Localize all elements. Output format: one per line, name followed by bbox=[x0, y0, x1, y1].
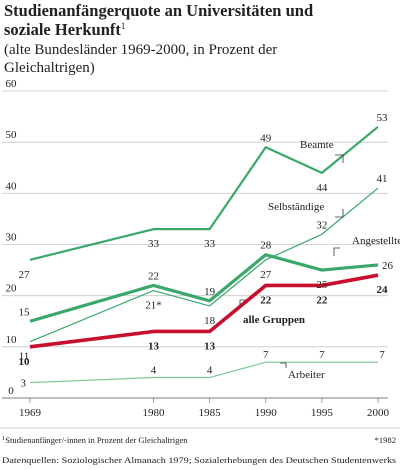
value-label: 13 bbox=[148, 340, 160, 352]
value-label: 33 bbox=[204, 238, 216, 250]
series-label: Arbeiter bbox=[288, 369, 325, 381]
y-tick-label: 10 bbox=[6, 334, 18, 346]
series-line bbox=[29, 253, 379, 323]
value-label: 7 bbox=[263, 349, 269, 361]
label-bracket bbox=[239, 299, 246, 306]
value-label: 22 bbox=[148, 270, 159, 282]
value-label: 22 bbox=[260, 294, 272, 306]
x-tick-label: 1969 bbox=[19, 407, 42, 419]
series-line bbox=[29, 273, 379, 349]
series-label: Angestellte bbox=[352, 235, 400, 247]
value-label: 32 bbox=[316, 219, 327, 231]
y-tick-label: 30 bbox=[6, 232, 18, 244]
value-label: 13 bbox=[204, 340, 216, 352]
label-bracket bbox=[335, 209, 344, 218]
value-label: 3 bbox=[21, 378, 27, 390]
y-tick-label: 40 bbox=[6, 180, 18, 192]
footnote-mark: 1 bbox=[2, 435, 5, 442]
value-label: 26 bbox=[382, 260, 394, 272]
value-label: 28 bbox=[260, 240, 272, 252]
label-bracket bbox=[333, 247, 340, 256]
source: Datenquellen: Soziologischer Almanach 19… bbox=[2, 455, 397, 465]
label-bracket bbox=[335, 154, 344, 163]
value-label: 24 bbox=[377, 284, 389, 296]
value-label: 27 bbox=[260, 269, 272, 281]
value-label: 10 bbox=[19, 356, 31, 368]
series-line bbox=[29, 361, 378, 384]
value-label: 41 bbox=[377, 173, 388, 185]
value-label: 22 bbox=[316, 294, 328, 306]
value-label: 53 bbox=[377, 112, 389, 124]
footnote-mark: 1 bbox=[121, 21, 126, 31]
value-label: 21* bbox=[145, 300, 162, 312]
series-label: Selbständige bbox=[268, 201, 324, 213]
series-line bbox=[29, 187, 379, 343]
x-tick-label: 1980 bbox=[142, 407, 165, 419]
value-label: 19 bbox=[204, 286, 216, 298]
footnote: *1982 bbox=[375, 435, 396, 445]
series-label: Beamte bbox=[300, 139, 334, 151]
value-label: 27 bbox=[19, 269, 31, 281]
x-tick-label: 1990 bbox=[255, 407, 278, 419]
value-label: 33 bbox=[148, 238, 160, 250]
label-bracket bbox=[280, 362, 287, 368]
value-label: 7 bbox=[319, 349, 325, 361]
chart-subtitle: Gleichaltrigen) bbox=[4, 60, 95, 76]
chart-title: soziale Herkunft1 bbox=[4, 20, 125, 39]
y-tick-label: 20 bbox=[6, 283, 18, 295]
series-label: alle Gruppen bbox=[243, 314, 305, 326]
chart-title: Studienanfängerquote an Universitäten un… bbox=[4, 1, 313, 20]
series-line bbox=[29, 125, 379, 261]
value-label: 49 bbox=[260, 132, 272, 144]
value-label: 7 bbox=[379, 349, 385, 361]
value-label: 4 bbox=[151, 365, 157, 377]
value-label: 15 bbox=[19, 306, 31, 318]
value-label: 11 bbox=[19, 351, 30, 363]
x-tick-label: 1995 bbox=[311, 407, 334, 419]
y-tick-label: 50 bbox=[6, 129, 18, 141]
x-tick-label: 1985 bbox=[199, 407, 222, 419]
y-tick-label: 0 bbox=[8, 385, 14, 397]
value-label: 4 bbox=[207, 365, 213, 377]
chart-title-line: soziale Herkunft bbox=[4, 20, 121, 39]
footnote-text: Studienanfänger/-innen in Prozent der Gl… bbox=[5, 435, 188, 445]
x-tick-label: 2000 bbox=[367, 407, 390, 419]
value-label: 18 bbox=[204, 315, 216, 327]
footnote: 1Studienanfänger/-innen in Prozent der G… bbox=[2, 435, 188, 445]
value-label: 44 bbox=[316, 182, 328, 194]
chart-subtitle: (alte Bundesländer 1969-2000, in Prozent… bbox=[4, 42, 277, 58]
y-tick-label: 60 bbox=[6, 78, 18, 90]
value-label: 25 bbox=[316, 279, 328, 291]
